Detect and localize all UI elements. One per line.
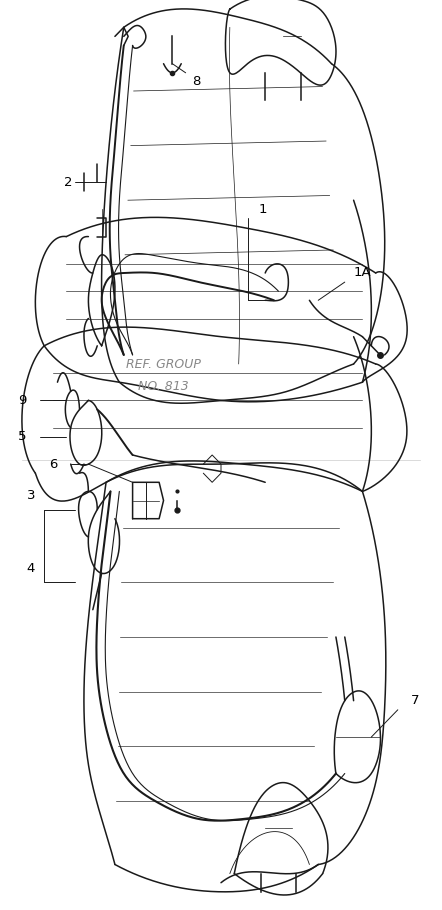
Text: 1: 1 [259,203,267,216]
Text: 1A: 1A [354,267,371,279]
Text: 7: 7 [411,694,419,707]
Text: 8: 8 [193,76,201,88]
Text: NO. 813: NO. 813 [138,380,189,393]
Text: 9: 9 [18,394,27,407]
Text: 6: 6 [49,458,57,470]
Text: 5: 5 [18,430,27,443]
Text: 4: 4 [27,562,35,575]
Text: REF. GROUP: REF. GROUP [126,358,201,370]
Text: 3: 3 [27,490,35,502]
Text: 2: 2 [64,176,73,188]
